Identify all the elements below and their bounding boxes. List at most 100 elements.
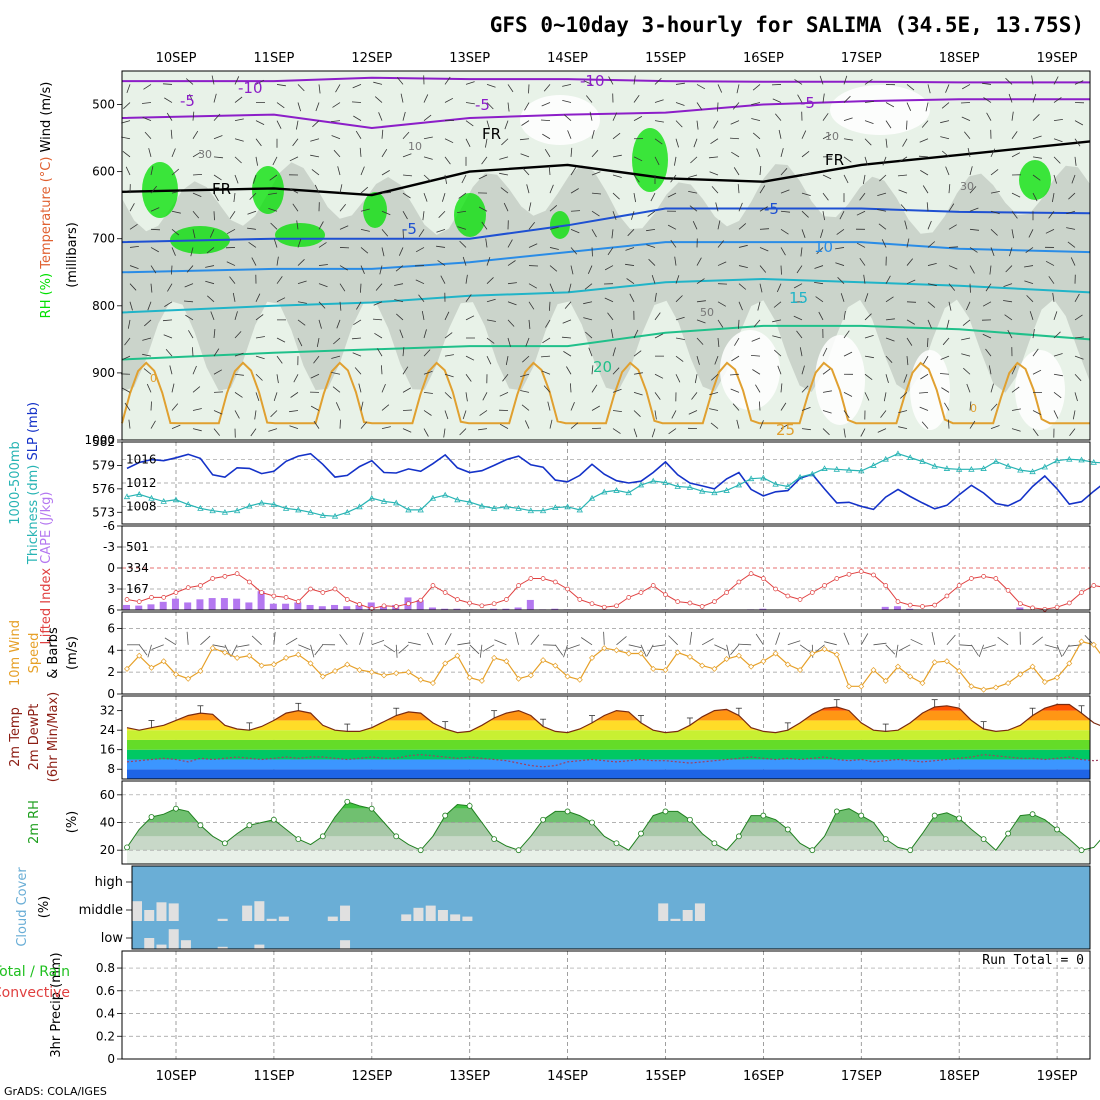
wind-barb (646, 244, 656, 248)
wind-barb (207, 295, 215, 303)
wind-barb (129, 203, 135, 212)
wind-barb (402, 229, 404, 239)
wind-barb (570, 383, 572, 393)
thickness-point (650, 477, 657, 484)
wind-speed-point (1029, 663, 1036, 670)
wind-barb (729, 373, 740, 376)
wind-barb (255, 373, 263, 381)
wind-barb (423, 192, 428, 202)
rh-tick-label: 40 (100, 816, 115, 830)
thickness-point (735, 481, 743, 488)
wind-barb (150, 420, 156, 429)
wind-barb (353, 319, 362, 326)
wind-barb (318, 221, 324, 230)
wind-barb (210, 311, 215, 321)
li-point (981, 574, 986, 579)
wind-speed-point (735, 652, 742, 659)
cape-bar (551, 608, 559, 610)
wind-barb (1008, 93, 1013, 103)
thickness-point (747, 475, 755, 482)
wind-speed-point (356, 666, 363, 673)
wind-barb (982, 82, 992, 85)
wind-barb (549, 226, 559, 230)
wind-barb (633, 410, 641, 417)
wind-barb (927, 301, 936, 308)
rh-point (1029, 811, 1036, 818)
cape-bar (526, 599, 534, 610)
wind-barb (650, 192, 656, 202)
thickness-point (478, 502, 486, 509)
wind-barb (402, 428, 412, 433)
wind-barb (503, 202, 509, 212)
wind-barb (381, 365, 383, 375)
thickness-point (246, 502, 253, 509)
date-label-top: 15SEP (645, 51, 686, 66)
rh-band (127, 822, 1090, 837)
li-point (883, 583, 889, 588)
wind-barb (423, 370, 433, 375)
wind-barb (186, 631, 189, 645)
wind-barb (402, 347, 405, 357)
li-point (626, 595, 632, 600)
wind-speed-point (1054, 674, 1061, 681)
wind-barb (234, 392, 243, 398)
wind-barb (822, 368, 831, 375)
wind-barb (717, 220, 721, 230)
wind-barb (442, 192, 446, 202)
contour-label: -5 (475, 96, 490, 114)
wind-barb (549, 419, 553, 429)
contour-label: 0 (970, 402, 977, 415)
wind-barb (171, 403, 179, 411)
wind-barb (711, 373, 719, 381)
wind-barb (375, 283, 383, 291)
wind-barb (780, 189, 790, 194)
cape-bar (1016, 607, 1024, 610)
wind-barb (818, 311, 824, 321)
wind-barb (255, 293, 261, 302)
wind-barb (969, 247, 978, 253)
rh-point (1054, 826, 1060, 833)
wind-speed-point (491, 654, 498, 661)
wind-speed-point (393, 670, 400, 677)
cloud-bar (462, 916, 473, 921)
wind-barb (843, 632, 850, 645)
wind-barb (696, 102, 703, 111)
wind-barb (688, 410, 698, 415)
thickness-point (992, 458, 1000, 464)
wind-barb (335, 402, 341, 411)
wind-barb (360, 421, 368, 429)
wind-barb (383, 644, 396, 653)
wind-barb (255, 392, 260, 402)
li-point (601, 604, 607, 610)
wind-speed-point (307, 660, 314, 667)
wind-barb (774, 113, 782, 121)
wind-speed-point (637, 650, 644, 657)
wind-barb (213, 369, 222, 375)
wind-barb (1066, 210, 1076, 215)
wind-barb (335, 84, 341, 93)
thickness-point (209, 507, 216, 514)
wind-barb (332, 102, 341, 108)
wind-barb (270, 222, 278, 230)
wind-barb (541, 102, 551, 107)
wind-barb (738, 643, 752, 646)
wind-barb (717, 84, 723, 93)
wind-barb (253, 174, 257, 184)
temp-band (127, 749, 1090, 760)
rh-point (956, 815, 963, 822)
pressure-tick-label: 700 (92, 232, 115, 246)
wind-barb (251, 635, 262, 646)
wind-speed-point (172, 671, 179, 678)
wind-barb (919, 406, 929, 411)
wind-barb (234, 138, 244, 142)
wind-barb (444, 354, 454, 357)
temp-ylabel-2: 2m DewPt (27, 704, 42, 771)
wind-barb (859, 257, 866, 266)
wind-barb (864, 138, 872, 146)
rh-ylabel-part: 2m RH (27, 800, 42, 844)
precip-tick-label: 0.4 (96, 1007, 115, 1021)
cape-bar (893, 606, 901, 610)
wind-barb (822, 93, 825, 103)
li-point (675, 599, 681, 604)
wind-barb (904, 220, 908, 230)
